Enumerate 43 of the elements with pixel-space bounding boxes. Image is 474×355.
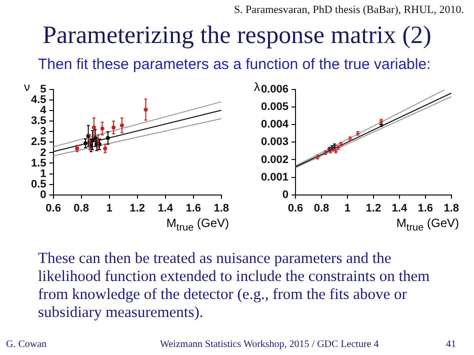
y-tick-label: 1.5: [30, 157, 46, 170]
y-tick-label: 4.5: [30, 94, 46, 106]
y-tick-label: 1: [40, 168, 46, 180]
y-tick-label: 4: [40, 104, 48, 117]
y-tick-label: 0.005: [260, 101, 289, 114]
x-tick-label: 1: [344, 202, 351, 214]
text: 41: [446, 339, 456, 350]
x-tick-label: 0.8: [74, 202, 89, 214]
y-tick-label: 3: [40, 126, 46, 138]
x-axis-title: M$_{true}$ (GeV): [396, 216, 459, 234]
x-tick-label: 1.6: [186, 202, 201, 214]
y-tick-label: 0: [40, 188, 46, 201]
y-tick-label: 2: [40, 146, 46, 159]
x-tick-label: 0.8: [314, 202, 330, 214]
y-tick-label: 0.5: [30, 178, 46, 190]
y-tick-label: 5: [40, 84, 46, 96]
x-tick-label: 1.4: [392, 202, 408, 214]
y-tick-label: 2.5: [30, 136, 46, 148]
y-axis-title: ν: [24, 80, 30, 94]
text: S. Paramesvaran, PhD thesis (BaBar), RHUL, 2010.: [234, 4, 464, 16]
y-axis-title: λ: [254, 80, 260, 94]
x-axis-title: M$_{true}$ (GeV): [166, 216, 229, 234]
y-tick-label: 0.001: [260, 171, 289, 184]
text: These can then be treated as nuisance parameters and the likelihood function extended to include the constraints on them from knowledge of the detector (e.g., from the fits above or subsidiary measurements).: [38, 250, 431, 322]
y-tick-label: 3.5: [30, 115, 46, 128]
y-tick-label: 0: [282, 188, 289, 201]
x-tick-label: 1.4: [158, 202, 174, 214]
x-tick-label: 1.8: [214, 202, 230, 214]
x-tick-label: 1.2: [130, 202, 145, 214]
y-tick-label: 0.004: [260, 118, 290, 131]
x-tick-label: 1: [106, 202, 112, 214]
text: Weizmann Statistics Workshop, 2015 / GDC Lecture 4: [160, 339, 379, 350]
x-tick-label: 1.6: [418, 202, 434, 214]
y-tick-label: 0.003: [260, 136, 289, 148]
text: G. Cowan: [6, 339, 47, 350]
y-tick-label: 0.002: [260, 154, 289, 166]
x-tick-label: 1.8: [444, 202, 460, 214]
x-tick-label: 0.6: [46, 202, 61, 214]
y-tick-label: 0.006: [260, 84, 289, 96]
x-tick-label: 1.2: [366, 202, 382, 214]
x-tick-label: 0.6: [288, 202, 304, 214]
chart-subtitle: Then fit these parameters as a function of the true variable:: [38, 56, 431, 73]
chart-title: Parameterizing the response matrix (2): [42, 22, 432, 50]
